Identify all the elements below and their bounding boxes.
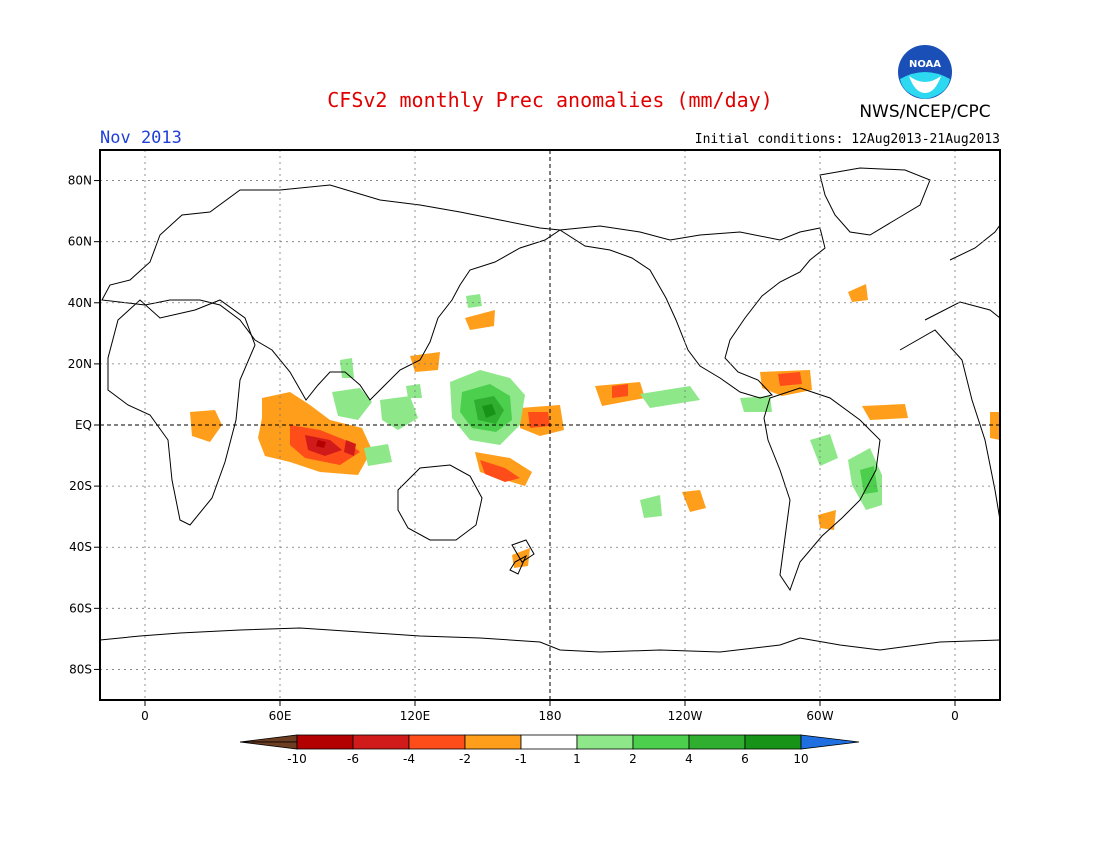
- lon-label: 180: [539, 709, 562, 723]
- lat-label: 40N: [68, 296, 92, 310]
- colorbar-label: -10: [287, 752, 307, 766]
- lon-label: 120E: [400, 709, 431, 723]
- lon-label: 0: [951, 709, 959, 723]
- colorbar-label: 4: [685, 752, 693, 766]
- anomaly-plus4: [474, 396, 504, 424]
- colorbar-cell: [688, 734, 746, 750]
- colorbar-label: -4: [403, 752, 415, 766]
- anomaly-plus1: [332, 294, 882, 518]
- anomaly-plus2: [460, 384, 878, 494]
- colorbar-cell: [632, 734, 690, 750]
- forecast-month: Nov 2013: [100, 128, 182, 148]
- lat-label: 20S: [69, 479, 92, 493]
- initial-conditions: Initial conditions: 12Aug2013-21Aug2013: [694, 132, 1000, 147]
- lat-label: 80N: [68, 174, 92, 188]
- lat-label: EQ: [75, 418, 92, 432]
- colorbar-label: 1: [573, 752, 581, 766]
- colorbar-label: -2: [459, 752, 471, 766]
- colorbar-label: 10: [793, 752, 808, 766]
- anomaly-plus6: [482, 404, 496, 418]
- colorbar-cell: [408, 734, 466, 750]
- colorbar-cell: [744, 734, 802, 750]
- map-frame: [99, 149, 1001, 701]
- colorbar-cell: [296, 734, 354, 750]
- anomaly-layer: [190, 284, 1000, 568]
- colorbar-label: -1: [515, 752, 527, 766]
- coastlines: [100, 167, 1000, 653]
- lon-label: 0: [141, 709, 149, 723]
- colorbar-cell: [464, 734, 522, 750]
- noaa-logo: NOAA: [898, 45, 952, 99]
- latitude-labels: 80N 60N 40N 20N EQ 20S 40S 60S 80S: [68, 174, 100, 676]
- colorbar-cell: [520, 734, 578, 750]
- colorbar-arrow-low: [239, 734, 298, 743]
- colorbar-label: 2: [629, 752, 637, 766]
- figure-title: CFSv2 monthly Prec anomalies (mm/day): [327, 88, 773, 112]
- lat-label: 60N: [68, 235, 92, 249]
- map-background: [100, 150, 1000, 700]
- lon-label: 60E: [269, 709, 292, 723]
- colorbar-cell: [352, 734, 410, 750]
- longitude-labels: 0 60E 120E 180 120W 60W 0: [141, 700, 959, 723]
- graticule: [100, 150, 1000, 700]
- lon-label: 60W: [806, 709, 833, 723]
- anomaly-minus1: [190, 284, 1000, 568]
- lat-label: 40S: [69, 540, 92, 554]
- anomaly-minus6: [316, 440, 326, 448]
- colorbar-label: -6: [347, 752, 359, 766]
- anomaly-minus2: [290, 372, 802, 482]
- lat-label: 60S: [69, 601, 92, 615]
- lat-label: 80S: [69, 662, 92, 676]
- logo-text: NOAA: [909, 59, 941, 70]
- colorbar-arrow-high: [800, 734, 860, 750]
- agency-label: NWS/NCEP/CPC: [859, 102, 991, 122]
- colorbar-cell: [576, 734, 634, 750]
- anomaly-minus4: [305, 435, 356, 456]
- colorbar: -10 -6 -4 -2 -1 1 2 4 6 10: [239, 734, 860, 766]
- colorbar-label: 6: [741, 752, 749, 766]
- lat-label: 20N: [68, 357, 92, 371]
- colorbar-arrow-low-b: [239, 741, 298, 750]
- lon-label: 120W: [668, 709, 703, 723]
